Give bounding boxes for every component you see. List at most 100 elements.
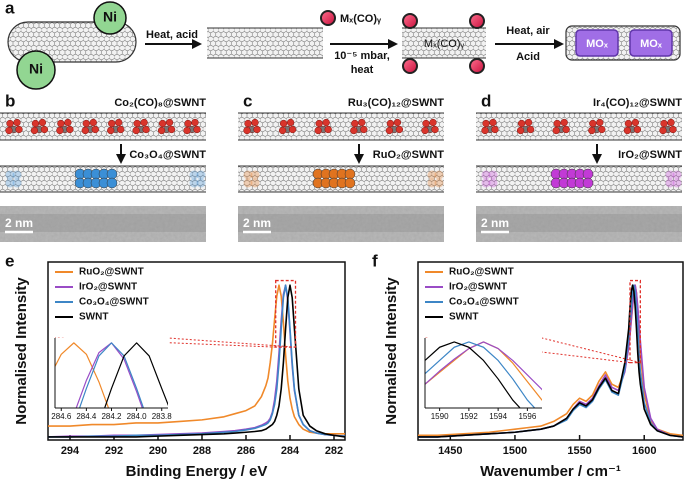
tem-panel: b Co₂(CO)₈@SWNT Co₃O₄@SWNT 2 nm <box>0 91 206 242</box>
cluster-atom <box>524 118 533 127</box>
cluster-atom <box>30 126 39 135</box>
product-label: RuO₂@SWNT <box>373 149 444 161</box>
nanotube <box>207 28 323 58</box>
nanotube <box>238 113 444 140</box>
nanotube <box>402 28 486 58</box>
legend-label: IrO₂@SWNT <box>449 282 507 293</box>
cluster-atom <box>360 125 368 134</box>
cluster-atom <box>66 125 74 134</box>
oxide-block <box>629 29 673 57</box>
cluster-atom <box>517 119 526 128</box>
inset-x-tick-label: 284.4 <box>76 412 97 421</box>
oxide-atom <box>582 168 594 180</box>
oxide-atom-faint <box>672 178 682 188</box>
inset-x-tick-label: 284.0 <box>127 412 148 421</box>
x-tick-label: 284 <box>281 445 300 457</box>
tem-tube <box>476 214 682 232</box>
oxide-atom-faint <box>250 178 260 188</box>
step-label: Heat, acid <box>146 29 198 41</box>
step-label: 10⁻⁵ mbar, <box>334 50 390 62</box>
x-tick-label: 294 <box>61 445 80 457</box>
precursor-ball <box>320 10 336 26</box>
cluster-atom <box>481 126 489 135</box>
cluster-atom <box>6 119 14 128</box>
catalyst-label: Ni <box>103 9 117 25</box>
cluster-atom <box>588 126 596 135</box>
cluster-atom <box>31 119 40 128</box>
legend-label: RuO₂@SWNT <box>79 267 144 278</box>
oxide-atom-faint <box>12 178 22 188</box>
tem-panel: c Ru₃(CO)₁₂@SWNT RuO₂@SWNT 2 nm <box>238 91 444 242</box>
oxide-atom-faint <box>488 170 498 180</box>
cluster-atom <box>89 118 97 127</box>
cluster-atom <box>660 119 668 128</box>
oxide-atom-faint <box>481 178 491 188</box>
cluster-atom <box>142 125 150 134</box>
filled-label: Mₓ(CO)ᵧ <box>424 38 465 50</box>
x-axis-title: Binding Energy / eV <box>126 463 268 480</box>
cluster-atom <box>385 126 394 135</box>
oxide-atom <box>106 177 118 189</box>
inset-x-tick-label: 283.8 <box>152 412 173 421</box>
nanotube <box>0 113 206 140</box>
cluster-atom <box>431 125 439 134</box>
precursor-ball <box>469 58 485 74</box>
plot-frame <box>47 261 346 441</box>
cluster-atom <box>324 125 332 134</box>
cluster-atom <box>315 119 323 128</box>
oxide-atom-faint <box>196 178 206 188</box>
cluster-atom <box>5 126 13 135</box>
oxide-block <box>575 29 619 57</box>
inset-bg <box>425 338 542 408</box>
panel-label: e <box>5 251 14 270</box>
inset-x-tick-label: 284.2 <box>101 412 122 421</box>
cluster-atom <box>633 125 642 134</box>
x-tick-label: 290 <box>149 445 167 457</box>
cluster-atom <box>552 126 560 135</box>
inset-x-tick-label: 1592 <box>460 412 478 421</box>
tem-texture <box>0 206 206 242</box>
oxide-label: MOₓ <box>586 38 609 50</box>
tem-texture <box>476 206 682 242</box>
cluster-atom <box>386 119 395 128</box>
cluster-atom <box>132 126 140 135</box>
inset-bg <box>55 338 168 408</box>
inset-x-tick-label: 1596 <box>518 412 536 421</box>
cluster-atom <box>191 118 199 127</box>
cluster-atom <box>631 118 640 127</box>
x-tick-label: 292 <box>105 445 123 457</box>
oxide-atom-faint <box>427 178 437 188</box>
x-axis-title: Wavenumber / cm⁻¹ <box>480 463 621 480</box>
cluster-atom <box>133 119 141 128</box>
chart: f 1450 1500 1550 1600 Wavenumber / cm⁻¹ Normal… <box>372 251 684 480</box>
panel-label: b <box>5 91 15 110</box>
scale-bar-label: 2 nm <box>243 216 271 230</box>
chart: e 294 292 290 288 286 284 282 Binding Energy / e… <box>5 251 346 480</box>
legend-label: IrO₂@SWNT <box>79 282 137 293</box>
precursor-ball <box>402 13 418 29</box>
precursor-ball <box>402 58 418 74</box>
zoom-box <box>275 279 297 348</box>
cluster-atom <box>358 118 366 127</box>
oxide-atom <box>106 168 118 180</box>
inset-series-line <box>425 341 542 401</box>
cluster-atom <box>659 126 667 135</box>
catalyst-label: Ni <box>29 61 43 77</box>
series-line <box>418 284 684 438</box>
precursor-label: Mₓ(CO)ᵧ <box>340 13 382 25</box>
cluster-atom <box>560 118 568 127</box>
cluster-atom <box>56 126 64 135</box>
cluster-atom <box>64 118 72 127</box>
cluster-atom <box>279 119 288 128</box>
x-tick-label: 282 <box>325 445 343 457</box>
oxide-atom-faint <box>665 178 675 188</box>
precursor-label: Co₂(CO)₈@SWNT <box>114 97 206 109</box>
cluster-atom <box>598 125 606 134</box>
catalyst-particle <box>16 50 56 90</box>
cluster-atom <box>243 126 251 135</box>
cluster-atom <box>562 125 570 134</box>
oxide-label: MOₓ <box>640 38 663 50</box>
precursor-ball <box>469 13 485 29</box>
cluster-atom <box>624 119 633 128</box>
